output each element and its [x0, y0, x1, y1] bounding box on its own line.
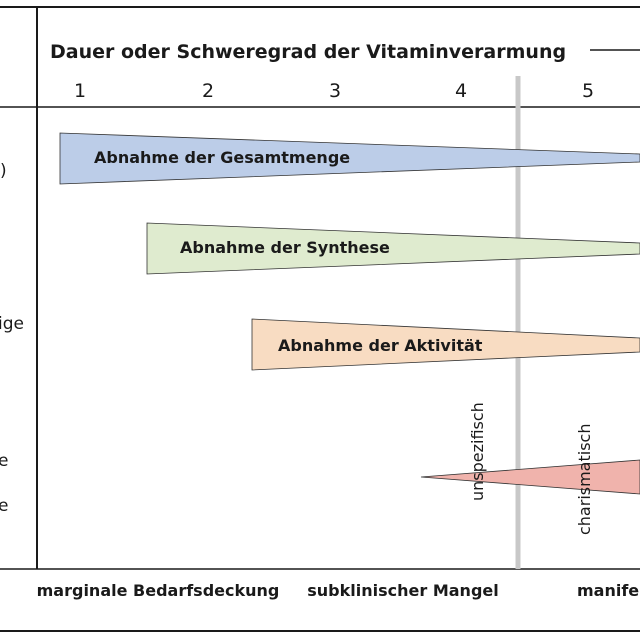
left-label-fragment-1: ): [0, 161, 7, 181]
wedge-label-gesamtmenge: Abnahme der Gesamtmenge: [94, 148, 350, 167]
header-title: Dauer oder Schweregrad der Vitaminverarm…: [50, 41, 566, 63]
footer-category-manifest: manifes: [577, 581, 640, 600]
left-label-fragment-3: e: [0, 451, 8, 471]
stage-number-4: 4: [455, 80, 467, 102]
wedge-symptome: [420, 459, 640, 495]
wedge-aktivitaet: [251, 318, 640, 371]
wedge-label-synthese: Abnahme der Synthese: [180, 238, 390, 257]
footer-category-subklinisch: subklinischer Mangel: [307, 581, 498, 600]
wedge-synthese: [146, 222, 640, 275]
vertical-label-unspezifisch: unspezifisch: [468, 402, 487, 501]
left-label-fragment-4: e: [0, 496, 8, 516]
wedge-gesamtmenge: [59, 132, 640, 185]
stage-number-5: 5: [582, 80, 594, 102]
stage-number-2: 2: [202, 80, 214, 102]
vertical-label-charismatisch: charismatisch: [575, 424, 594, 535]
wedge-label-aktivitaet: Abnahme der Aktivität: [278, 336, 483, 355]
footer-category-marginal: marginale Bedarfsdeckung: [37, 581, 280, 600]
stage-number-3: 3: [329, 80, 341, 102]
stage-number-1: 1: [74, 80, 86, 102]
left-label-fragment-2: ige: [0, 314, 24, 334]
